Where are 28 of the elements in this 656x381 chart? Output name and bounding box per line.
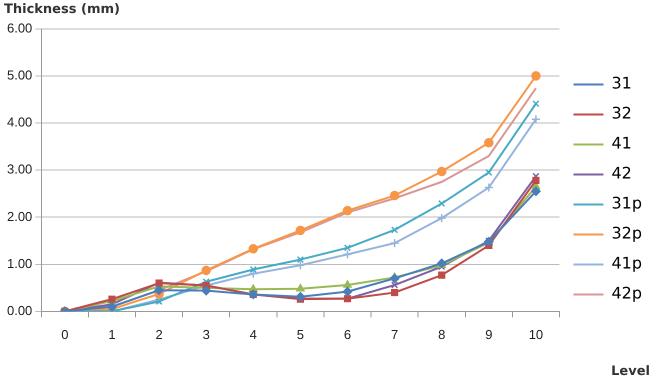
y-tick-label: 6.00 <box>6 20 32 36</box>
x-tick-label: 6 <box>344 326 352 342</box>
y-tick-label: 2.00 <box>6 208 32 224</box>
legend-label: 32p <box>611 224 642 243</box>
legend-label: 31 <box>611 74 632 93</box>
x-tick-label: 2 <box>155 326 163 342</box>
legend-label: 42 <box>611 164 632 183</box>
y-tick-label: 3.00 <box>6 162 32 177</box>
legend-label: 41 <box>611 134 632 153</box>
y-tick-label: 5.00 <box>6 67 32 82</box>
legend-label: 31p <box>611 194 642 213</box>
x-tick-label: 4 <box>250 326 257 342</box>
x-tick-label: 1 <box>108 326 116 342</box>
legend-label: 42p <box>611 284 642 303</box>
x-tick-label: 10 <box>528 326 544 342</box>
x-tick-label: 9 <box>485 326 492 342</box>
y-tick-label: 1.00 <box>6 256 32 271</box>
x-axis-title: Level <box>611 364 650 379</box>
y-tick-label: 4.00 <box>6 114 32 130</box>
x-tick-label: 7 <box>390 326 398 342</box>
y-tick-label: 0.00 <box>6 302 32 318</box>
x-tick-label: 8 <box>438 326 446 342</box>
y-axis-title: Thickness (mm) <box>4 2 120 17</box>
legend-label: 32 <box>611 104 632 123</box>
legend-label: 41p <box>611 254 642 273</box>
x-tick-label: 5 <box>296 326 304 342</box>
x-tick-label: 0 <box>61 326 68 342</box>
x-tick-label: 3 <box>202 326 210 342</box>
